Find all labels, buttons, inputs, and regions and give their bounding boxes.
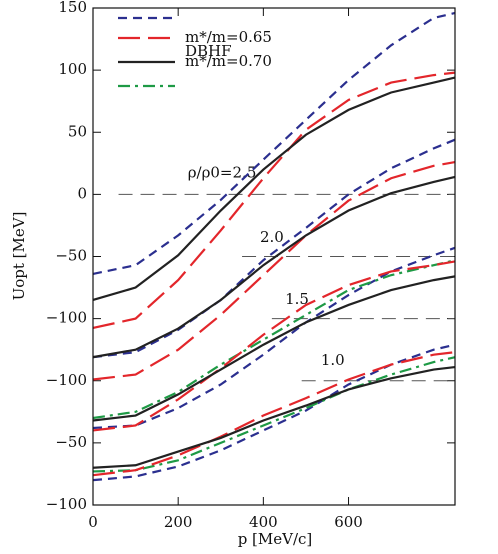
x-tick-label: 200 — [164, 513, 193, 531]
series-line — [92, 351, 456, 477]
y-tick-label: −100 — [46, 309, 87, 327]
annotation: 2.0 — [260, 228, 284, 246]
x-tick-label: 600 — [334, 513, 363, 531]
series-line — [92, 365, 456, 469]
annotation: 1.5 — [285, 290, 309, 308]
y-tick-label: 0 — [77, 184, 87, 202]
series-line — [92, 160, 456, 381]
y-tick-label: −50 — [55, 433, 87, 451]
series-line — [92, 246, 456, 430]
annotation: ρ/ρ0=2.5 — [188, 163, 257, 181]
series-line — [92, 138, 456, 359]
legend-label: m*/m=0.70 — [185, 52, 272, 70]
y-tick-label: 100 — [58, 60, 87, 78]
series-line — [92, 11, 456, 275]
series-line — [92, 175, 456, 359]
series-line — [92, 356, 456, 473]
series-line — [92, 260, 456, 432]
series-line — [92, 275, 456, 422]
y-tick-label: 50 — [68, 122, 87, 140]
y-tick-label: −50 — [55, 247, 87, 265]
x-tick-label: 0 — [88, 513, 98, 531]
y-tick-label: 150 — [58, 0, 87, 16]
plot-frame — [92, 7, 456, 506]
series-line — [92, 343, 456, 482]
annotation: 1.0 — [321, 351, 345, 369]
x-tick-label: 400 — [249, 513, 278, 531]
series-line — [92, 76, 456, 302]
y-tick-label: −100 — [46, 371, 87, 389]
y-axis-label: Uopt [MeV] — [10, 212, 28, 301]
series-line — [92, 71, 456, 330]
x-axis-label: p [MeV/c] — [238, 530, 313, 548]
legend-label: DBHF — [185, 42, 232, 60]
y-tick-label: −100 — [46, 495, 87, 513]
legend-label: m*/m=0.65 — [185, 28, 272, 46]
series-line — [92, 259, 456, 420]
